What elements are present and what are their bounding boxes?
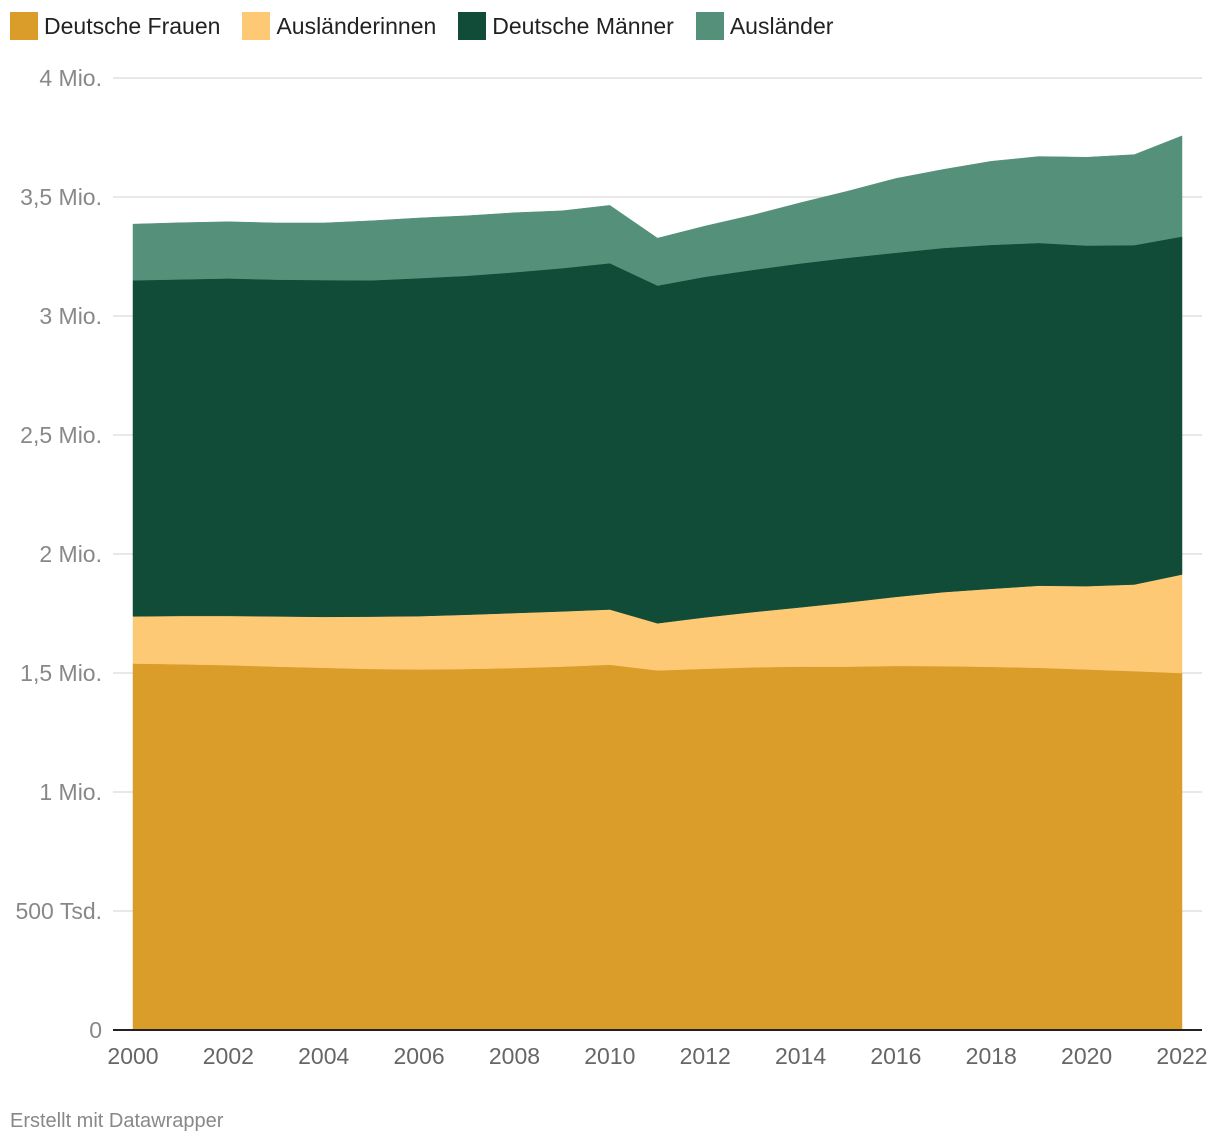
x-tick-label: 2018 — [966, 1043, 1017, 1069]
y-tick-label: 0 — [89, 1017, 102, 1043]
x-tick-label: 2000 — [107, 1043, 158, 1069]
y-tick-label: 3 Mio. — [39, 303, 102, 329]
legend-swatch-deutsche-maenner — [458, 12, 487, 40]
x-tick-label: 2010 — [584, 1043, 635, 1069]
area-deutsche-maenner — [132, 236, 1183, 624]
chart-legend: Deutsche Frauen Ausländerinnen Deutsche … — [10, 10, 855, 42]
stacked-area-chart: 0 500 Tsd. 1 Mio. 1,5 Mio. 2 Mio. 2,5 Mio. 3 M… — [15, 65, 1207, 1069]
legend-item-deutsche-maenner: Deutsche Männer — [458, 12, 674, 40]
x-tick-label: 2014 — [775, 1043, 826, 1069]
y-tick-label: 3,5 Mio. — [20, 184, 102, 210]
area-series — [132, 135, 1183, 1031]
x-tick-label: 2004 — [298, 1043, 349, 1069]
legend-item-deutsche-frauen: Deutsche Frauen — [10, 12, 220, 40]
x-tick-label: 2002 — [203, 1043, 254, 1069]
legend-swatch-auslaenderinnen — [242, 12, 271, 40]
x-tick-label: 2006 — [394, 1043, 445, 1069]
legend-swatch-deutsche-frauen — [10, 12, 38, 40]
axes: 0 500 Tsd. 1 Mio. 1,5 Mio. 2 Mio. 2,5 Mio. 3 M… — [15, 65, 1207, 1069]
legend-item-auslaenderinnen: Ausländerinnen — [242, 12, 436, 40]
legend-label-auslaenderinnen: Ausländerinnen — [276, 12, 437, 39]
x-tick-label: 2022 — [1156, 1043, 1207, 1069]
y-tick-label: 1,5 Mio. — [20, 660, 102, 686]
credit-text: Erstellt mit Datawrapper — [10, 1110, 224, 1132]
legend-swatch-auslaender — [695, 12, 724, 40]
x-tick-label: 2020 — [1061, 1043, 1112, 1069]
legend-label-deutsche-maenner: Deutsche Männer — [492, 12, 674, 39]
x-tick-label: 2012 — [680, 1043, 731, 1069]
y-tick-label: 1 Mio. — [39, 779, 102, 805]
legend-label-auslaender: Ausländer — [729, 12, 834, 39]
y-tick-label: 500 Tsd. — [15, 898, 102, 924]
area-auslaender — [132, 135, 1183, 286]
area-deutsche-frauen — [132, 663, 1183, 1031]
legend-item-auslaender: Ausländer — [695, 12, 834, 40]
x-tick-label: 2016 — [870, 1043, 921, 1069]
legend-label-deutsche-frauen: Deutsche Frauen — [44, 12, 221, 39]
y-tick-label: 4 Mio. — [39, 65, 102, 91]
y-tick-label: 2,5 Mio. — [20, 422, 102, 448]
y-tick-label: 2 Mio. — [39, 541, 102, 567]
x-tick-label: 2008 — [489, 1043, 540, 1069]
